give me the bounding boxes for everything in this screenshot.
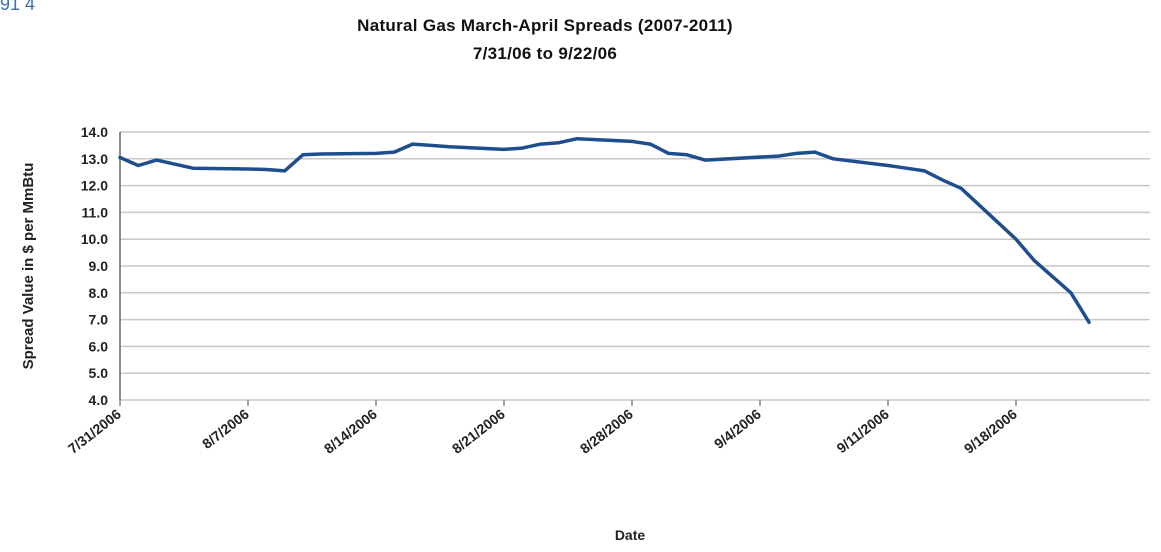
y-tick-label: 12.0 — [81, 178, 108, 194]
x-tick-label: 8/7/2006 — [199, 406, 252, 452]
x-tick-label: 9/18/2006 — [961, 406, 1020, 457]
y-tick-label: 8.0 — [89, 285, 109, 301]
y-tick-label: 5.0 — [89, 365, 109, 381]
x-tick-label: 7/31/2006 — [65, 406, 124, 457]
x-axis-label: Date — [615, 527, 646, 543]
y-tick-label: 14.0 — [81, 124, 108, 140]
y-tick-label: 11.0 — [82, 204, 109, 220]
y-tick-label: 10.0 — [81, 231, 108, 247]
corner-text-fragment: 91 4 — [0, 0, 36, 14]
x-tick-label: 9/4/2006 — [711, 406, 764, 452]
x-tick-label: 8/28/2006 — [577, 406, 636, 457]
chart-subtitle: 7/31/06 to 9/22/06 — [472, 44, 618, 63]
y-axis-label: Spread Value in $ per MmBtu — [20, 163, 37, 370]
y-tick-labels: 14.0 13.0 12.0 11.0 10.0 9.0 8.0 7.0 6.0 5.0 4.0 — [81, 124, 108, 408]
y-tick-label: 9.0 — [89, 258, 109, 274]
y-tick-label: 4.0 — [89, 392, 109, 408]
grid-lines — [120, 131, 1150, 401]
y-tick-label: 7.0 — [89, 312, 109, 328]
x-tick-label: 9/11/2006 — [834, 406, 892, 457]
chart-title: Natural Gas March-April Spreads (2007-20… — [357, 16, 733, 35]
y-tick-label: 13.0 — [81, 151, 108, 167]
x-tick-labels: 7/31/2006 8/7/2006 8/14/2006 8/21/2006 8/28/… — [65, 400, 1020, 457]
x-tick-label: 8/14/2006 — [321, 406, 380, 457]
y-tick-label: 6.0 — [89, 338, 109, 354]
x-tick-label: 8/21/2006 — [449, 406, 508, 457]
series-line — [118, 136, 1091, 325]
